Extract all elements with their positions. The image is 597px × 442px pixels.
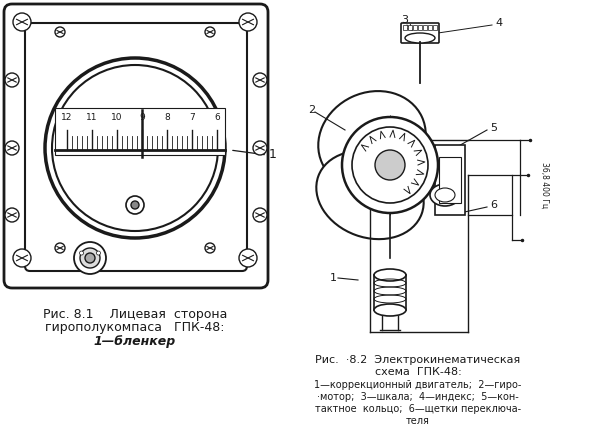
Text: 3: 3 xyxy=(401,15,408,25)
Circle shape xyxy=(79,251,84,255)
Text: 6: 6 xyxy=(490,200,497,210)
Circle shape xyxy=(13,249,31,267)
Text: Рис.  ·8.2  Электрокинематическая: Рис. ·8.2 Электрокинематическая xyxy=(315,355,521,365)
Circle shape xyxy=(55,27,65,37)
Text: 8: 8 xyxy=(164,114,170,122)
Bar xyxy=(423,25,427,30)
Circle shape xyxy=(239,249,257,267)
Text: гирополукомпаса   ГПК-48:: гирополукомпаса ГПК-48: xyxy=(45,321,224,334)
Ellipse shape xyxy=(374,269,406,281)
Text: 1: 1 xyxy=(330,273,337,283)
Ellipse shape xyxy=(405,33,435,43)
Text: 1—бленкер: 1—бленкер xyxy=(94,335,176,348)
Circle shape xyxy=(55,243,65,253)
Circle shape xyxy=(5,73,19,87)
Circle shape xyxy=(5,141,19,155)
FancyBboxPatch shape xyxy=(401,23,439,43)
Text: 5: 5 xyxy=(490,123,497,133)
Circle shape xyxy=(253,141,267,155)
Ellipse shape xyxy=(435,188,455,202)
FancyBboxPatch shape xyxy=(4,4,268,288)
Circle shape xyxy=(45,58,225,238)
Ellipse shape xyxy=(316,151,424,239)
FancyBboxPatch shape xyxy=(25,23,247,271)
Circle shape xyxy=(52,65,218,231)
Circle shape xyxy=(13,13,31,31)
Circle shape xyxy=(131,201,139,209)
Circle shape xyxy=(85,253,95,263)
Text: ·мотор;  3—шкала;  4—индекс;  5—кон-: ·мотор; 3—шкала; 4—индекс; 5—кон- xyxy=(317,392,519,402)
Text: 12: 12 xyxy=(61,114,73,122)
Text: тактное  кольцо;  6—щетки переключа-: тактное кольцо; 6—щетки переключа- xyxy=(315,404,521,414)
Circle shape xyxy=(80,248,100,268)
Circle shape xyxy=(352,127,428,203)
Bar xyxy=(408,25,412,30)
Circle shape xyxy=(253,208,267,222)
Bar xyxy=(413,25,417,30)
Bar xyxy=(428,25,432,30)
Circle shape xyxy=(126,196,144,214)
Circle shape xyxy=(5,208,19,222)
Circle shape xyxy=(97,251,100,255)
Text: Рис. 8.1    Лицевая  сторона: Рис. 8.1 Лицевая сторона xyxy=(43,308,227,321)
Bar xyxy=(439,157,461,203)
Bar xyxy=(435,145,465,215)
Bar xyxy=(418,25,422,30)
Bar xyxy=(403,25,407,30)
Bar xyxy=(433,25,437,30)
Text: 6: 6 xyxy=(214,114,220,122)
Circle shape xyxy=(205,27,215,37)
Text: 11: 11 xyxy=(86,114,98,122)
Ellipse shape xyxy=(318,91,426,189)
Ellipse shape xyxy=(430,184,460,206)
Circle shape xyxy=(253,73,267,87)
Circle shape xyxy=(239,13,257,31)
Circle shape xyxy=(74,242,106,274)
Bar xyxy=(55,108,225,155)
Text: 4: 4 xyxy=(495,18,502,28)
Ellipse shape xyxy=(374,304,406,316)
Text: 9: 9 xyxy=(139,114,145,122)
Text: теля: теля xyxy=(406,416,430,426)
Text: 7: 7 xyxy=(189,114,195,122)
Text: 1—коррекционный двигатель;  2—гиро-: 1—коррекционный двигатель; 2—гиро- xyxy=(314,380,522,390)
Text: 2: 2 xyxy=(308,105,315,115)
Circle shape xyxy=(375,150,405,180)
Circle shape xyxy=(205,243,215,253)
Circle shape xyxy=(342,117,438,213)
Text: 1: 1 xyxy=(269,149,277,161)
Text: 10: 10 xyxy=(111,114,123,122)
Text: 36,8 400 Гц: 36,8 400 Гц xyxy=(540,162,549,208)
Text: схема  ГПК-48:: схема ГПК-48: xyxy=(375,367,461,377)
